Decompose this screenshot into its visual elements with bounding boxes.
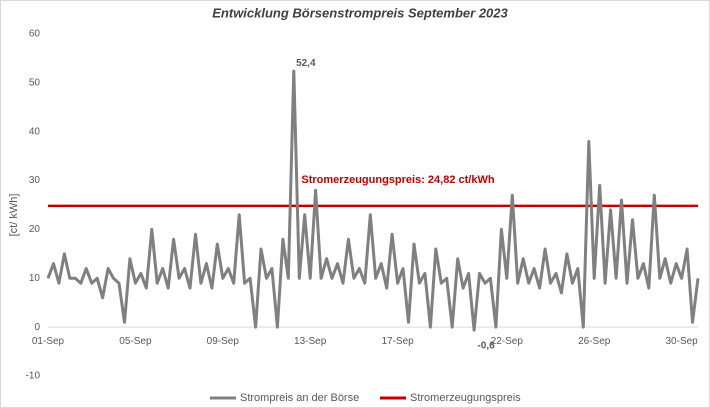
y-tick-label: 10 — [29, 273, 41, 284]
y-tick-label: 60 — [29, 29, 41, 40]
y-tick-label: 20 — [29, 224, 41, 235]
y-tick-label: 40 — [29, 126, 41, 137]
y-tick-label: 30 — [29, 175, 41, 186]
x-tick-label: 09-Sep — [207, 336, 240, 347]
data-label: -0,6 — [477, 341, 495, 352]
legend-label: Stromerzeugungspreis — [410, 392, 521, 404]
reference-label: Stromerzeugungspreis: 24,82 ct/kWh — [301, 174, 494, 186]
x-tick-label: 13-Sep — [294, 336, 327, 347]
x-tick-label: 30-Sep — [665, 336, 698, 347]
y-tick-label: -10 — [26, 371, 41, 382]
data-label: 52,4 — [296, 58, 316, 69]
x-tick-label: 22-Sep — [491, 336, 524, 347]
x-tick-label: 05-Sep — [119, 336, 152, 347]
x-tick-label: 17-Sep — [381, 336, 414, 347]
series-line — [46, 69, 700, 332]
x-tick-label: 01-Sep — [32, 336, 65, 347]
x-tick-label: 26-Sep — [578, 336, 611, 347]
y-tick-label: 0 — [34, 322, 40, 333]
y-axis-label: [ct/ kWh] — [8, 194, 20, 237]
legend-label: Strompreis an der Börse — [240, 392, 359, 404]
y-tick-label: 50 — [29, 77, 41, 88]
chart-title: Entwicklung Börsenstrompreis September 2… — [212, 5, 508, 20]
